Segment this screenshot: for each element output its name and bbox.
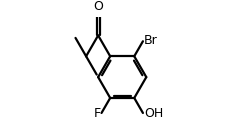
Text: F: F — [93, 107, 100, 120]
Text: OH: OH — [143, 107, 162, 120]
Text: Br: Br — [143, 34, 157, 47]
Text: O: O — [93, 0, 103, 13]
